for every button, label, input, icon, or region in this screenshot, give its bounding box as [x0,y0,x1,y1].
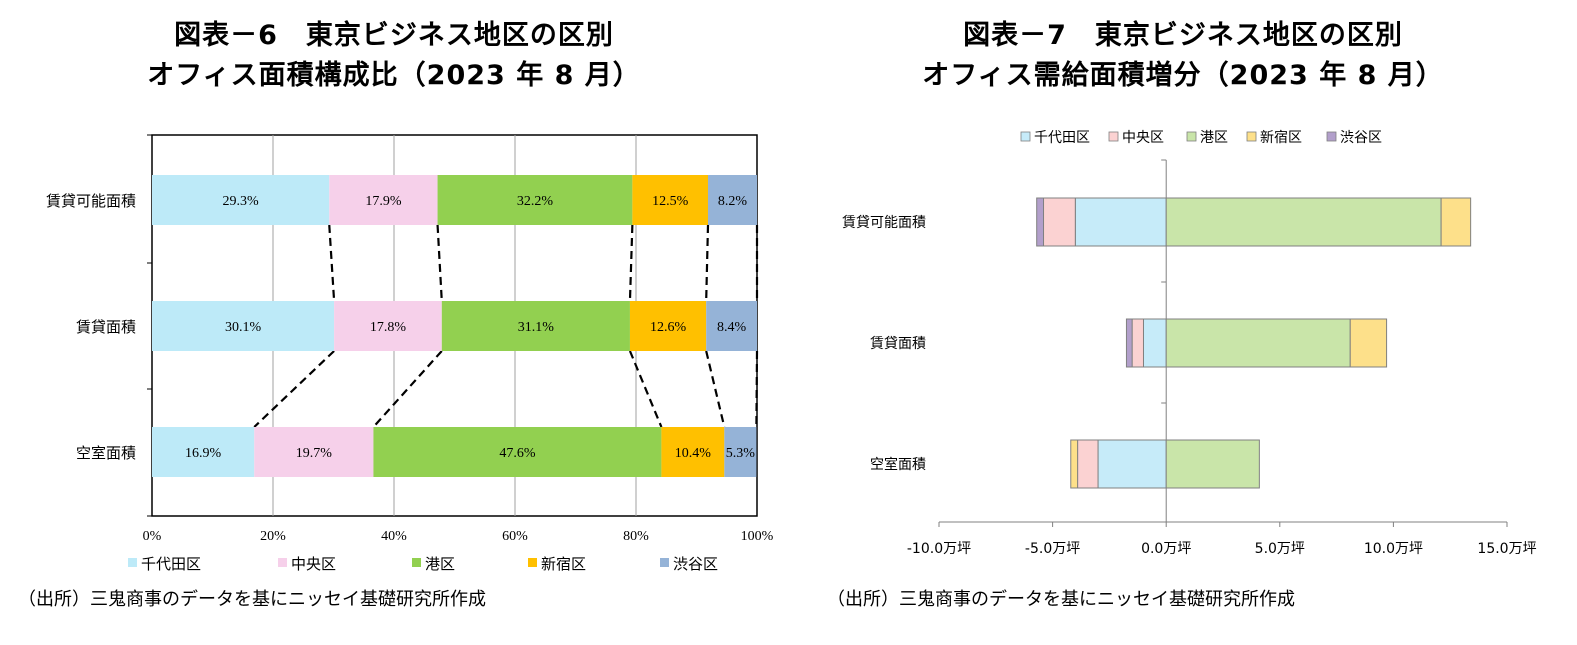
bar-segment [1125,318,1133,368]
chart-source-note: （出所）三鬼商事のデータを基にニッセイ基礎研究所作成 [18,589,486,610]
legend-swatch [278,558,287,567]
x-tick-label: 80% [623,529,649,544]
data-label: 31.1% [518,320,555,335]
data-label: 19.7% [296,446,333,461]
x-tick-label: 100% [741,529,774,544]
legend-swatch [660,558,669,567]
legend-swatch [1326,131,1337,142]
bar-segment [329,175,438,225]
category-label: 賃貸可能面積 [46,192,136,210]
bar-segment [152,301,335,351]
legend-label: 渋谷区 [1340,130,1382,146]
legend-label: 中央区 [291,555,336,573]
bar-segment [1036,197,1045,247]
bar-segment [373,427,662,477]
chart-panel-composition: 図表－6 東京ビジネス地区の区別 オフィス面積構成比（2023 年 8 月） 0… [0,0,788,645]
x-tick-label: 0.0万坪 [1141,541,1191,557]
connector-line [253,350,335,428]
bar-segment [152,175,330,225]
connector-line [705,350,726,428]
bar-segment [437,175,633,225]
x-tick-label: 40% [381,529,407,544]
bar-segment [706,301,757,351]
category-label: 空室面積 [870,456,926,473]
category-label: 賃貸面積 [870,336,926,352]
chart-title-line1: 図表－6 東京ビジネス地区の区別 [174,20,614,51]
x-tick-label: 10.0万坪 [1364,541,1423,557]
bar-segment [1043,197,1076,247]
legend-swatch [1246,131,1257,142]
legend-swatch [528,558,537,567]
x-tick-label: 5.0万坪 [1255,541,1305,557]
legend-label: 新宿区 [1260,129,1302,146]
legend-swatch [1020,131,1031,142]
chart-panel-increase: 図表－7 東京ビジネス地区の区別 オフィス需給面積増分（2023 年 8 月） … [789,0,1577,645]
legend-label: 新宿区 [541,555,586,573]
bar-segment [1097,439,1167,489]
data-label: 32.2% [517,194,554,209]
increase-chart-svg: -10.0万坪 -5.0万坪 0.0万坪 5.0万坪 10.0万坪 15.0万坪 賃貸可能面… [842,129,1537,557]
connector-line [628,350,663,428]
data-label: 30.1% [225,320,262,335]
bar-segment [632,175,708,225]
data-label: 10.4% [675,446,712,461]
x-tick-label: -10.0万坪 [907,541,971,557]
data-label: 17.9% [365,194,402,209]
bar-segment [629,301,707,351]
legend-swatch [1186,131,1197,142]
x-tick-label: 0% [143,529,162,544]
data-label: 12.5% [652,194,689,209]
bar-segment [1131,318,1144,368]
connector-line [372,350,443,428]
bar-segment [1077,439,1099,489]
bar-segment [1349,318,1388,368]
data-label: 16.9% [185,446,222,461]
bar-segment [1070,439,1079,489]
data-label: 29.3% [223,194,260,209]
x-tick-label: -5.0万坪 [1025,541,1080,557]
bar-segment [254,427,374,477]
bar-segment [1142,318,1167,368]
bar-segment [707,175,757,225]
category-label: 賃貸面積 [76,318,136,336]
data-label: 8.2% [718,194,748,209]
legend-label: 港区 [1200,130,1228,146]
x-tick-label: 60% [502,529,528,544]
data-label: 5.3% [726,446,756,461]
chart-title-line2: オフィス面積構成比（2023 年 8 月） [147,60,641,91]
legend-swatch [128,558,137,567]
data-label: 17.8% [370,320,407,335]
bar-segment [152,427,255,477]
chart-title-line1: 図表－7 東京ビジネス地区の区別 [963,20,1403,51]
category-label: 空室面積 [76,444,136,462]
x-tick-label: 15.0万坪 [1477,541,1536,557]
data-label: 8.4% [717,320,747,335]
category-label: 賃貸可能面積 [842,215,926,231]
legend-swatch [412,558,421,567]
bar-segment [1440,197,1472,247]
chart-source-note: （出所）三鬼商事のデータを基にニッセイ基礎研究所作成 [827,589,1295,610]
legend-label: 港区 [425,555,455,573]
legend-swatch [1108,131,1119,142]
legend-label: 渋谷区 [673,555,718,573]
chart-title-line2: オフィス需給面積増分（2023 年 8 月） [922,60,1444,91]
data-label: 47.6% [499,446,536,461]
bar-segment [441,301,630,351]
x-tick-label: 20% [260,529,286,544]
bar-segment [1165,439,1260,489]
bar-segment [334,301,442,351]
composition-chart-svg: 0% 20% 40% 60% 80% 100% 賃貸可能面積 29.3% 17.9% 32.2% 1… [46,134,774,573]
bar-segment [724,427,757,477]
bar-segment [1074,197,1167,247]
bar-segment [661,427,725,477]
bar-segment [1165,318,1351,368]
legend-label: 千代田区 [1034,130,1090,146]
legend-label: 千代田区 [141,555,201,573]
bar-segment [1165,197,1442,247]
legend-label: 中央区 [1122,130,1164,146]
data-label: 12.6% [650,320,687,335]
